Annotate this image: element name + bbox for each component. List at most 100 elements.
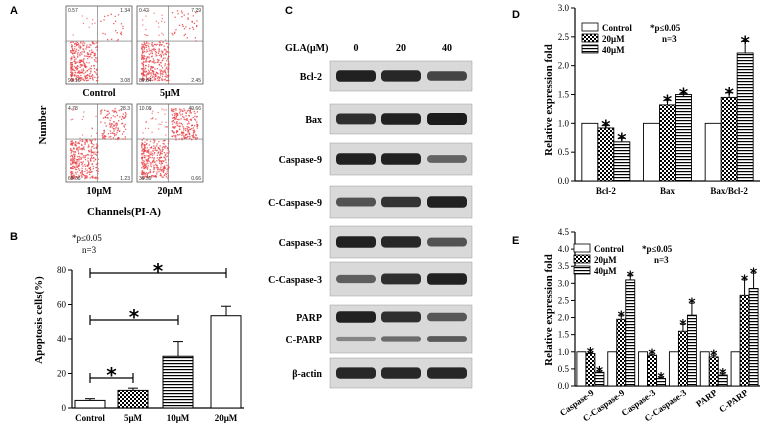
legend-annotation: *p≤0.05 bbox=[642, 244, 673, 254]
event-dot bbox=[75, 42, 77, 45]
event-dot bbox=[122, 27, 124, 30]
event-dot bbox=[147, 69, 150, 71]
event-dot bbox=[86, 53, 89, 55]
event-dot bbox=[83, 62, 85, 64]
event-dot bbox=[149, 72, 151, 74]
event-dot bbox=[188, 127, 190, 129]
event-dot bbox=[190, 119, 192, 121]
event-dot bbox=[142, 19, 144, 21]
event-dot bbox=[168, 63, 170, 65]
event-dot bbox=[147, 34, 149, 36]
event-dot bbox=[77, 158, 79, 160]
event-dot bbox=[79, 172, 82, 174]
event-dot bbox=[146, 168, 149, 170]
event-dot bbox=[161, 150, 164, 152]
y-tick-label: 1.0 bbox=[558, 347, 570, 357]
event-dot bbox=[161, 32, 163, 34]
event-dot bbox=[77, 53, 79, 55]
event-dot bbox=[71, 62, 73, 64]
event-dot bbox=[115, 111, 118, 114]
event-dot bbox=[89, 139, 91, 141]
event-dot bbox=[72, 48, 74, 51]
event-dot bbox=[166, 152, 168, 154]
significance-marker: * bbox=[601, 117, 611, 138]
event-dot bbox=[83, 58, 85, 60]
event-dot bbox=[164, 70, 166, 72]
event-dot bbox=[94, 52, 96, 55]
event-dot bbox=[94, 158, 97, 160]
event-dot bbox=[72, 147, 75, 149]
event-dot bbox=[87, 53, 89, 56]
event-dot bbox=[151, 157, 153, 159]
event-dot bbox=[71, 66, 74, 68]
event-dot bbox=[183, 135, 185, 137]
event-dot bbox=[189, 128, 191, 131]
event-dot bbox=[160, 53, 162, 56]
event-dot bbox=[86, 55, 89, 58]
event-dot bbox=[94, 138, 96, 140]
event-dot bbox=[82, 45, 84, 47]
event-dot bbox=[79, 53, 81, 55]
event-dot bbox=[176, 130, 178, 132]
event-dot bbox=[75, 168, 78, 171]
event-dot bbox=[159, 43, 161, 46]
event-dot bbox=[73, 166, 75, 168]
event-dot bbox=[194, 119, 197, 121]
event-dot bbox=[79, 52, 82, 54]
event-dot bbox=[72, 154, 74, 156]
event-dot bbox=[86, 153, 89, 156]
event-dot bbox=[146, 167, 149, 169]
event-dot bbox=[84, 156, 86, 158]
event-dot bbox=[175, 123, 177, 125]
event-dot bbox=[73, 60, 75, 62]
event-dot bbox=[156, 149, 158, 151]
event-dot bbox=[148, 57, 150, 59]
event-dot bbox=[79, 156, 81, 158]
event-dot bbox=[77, 142, 80, 144]
event-dot bbox=[158, 76, 160, 78]
event-dot bbox=[106, 110, 108, 112]
event-dot bbox=[88, 171, 90, 173]
event-dot bbox=[86, 139, 88, 141]
event-dot bbox=[86, 164, 89, 166]
event-dot bbox=[70, 149, 72, 151]
event-dot bbox=[168, 140, 170, 142]
event-dot bbox=[141, 150, 143, 152]
event-dot bbox=[174, 113, 176, 115]
event-dot bbox=[87, 52, 89, 54]
event-dot bbox=[166, 168, 168, 170]
event-dot bbox=[111, 123, 113, 125]
event-dot bbox=[111, 110, 114, 112]
event-dot bbox=[158, 79, 161, 81]
event-dot bbox=[157, 60, 159, 62]
event-dot bbox=[141, 154, 143, 156]
event-dot bbox=[145, 51, 147, 53]
event-dot bbox=[151, 162, 153, 164]
event-dot bbox=[141, 78, 144, 80]
event-dot bbox=[141, 57, 144, 59]
event-dot bbox=[94, 139, 96, 141]
event-dot bbox=[73, 165, 75, 167]
event-dot bbox=[95, 153, 97, 155]
event-dot bbox=[77, 56, 79, 58]
event-dot bbox=[70, 155, 72, 158]
event-dot bbox=[79, 62, 81, 64]
event-dot bbox=[74, 168, 77, 170]
event-dot bbox=[193, 131, 196, 133]
event-dot bbox=[70, 65, 72, 67]
event-dot bbox=[89, 73, 91, 75]
event-dot bbox=[149, 79, 152, 81]
event-dot bbox=[81, 51, 83, 53]
event-dot bbox=[185, 115, 187, 117]
event-dot bbox=[150, 118, 152, 120]
event-dot bbox=[110, 117, 112, 119]
event-dot bbox=[97, 170, 99, 172]
event-dot bbox=[86, 165, 88, 167]
event-dot bbox=[161, 70, 163, 72]
event-dot bbox=[182, 115, 184, 118]
event-dot bbox=[144, 67, 147, 69]
event-dot bbox=[148, 79, 150, 81]
event-dot bbox=[160, 152, 162, 154]
quadrant-percent: 93.10 bbox=[68, 78, 81, 84]
event-dot bbox=[73, 148, 75, 150]
